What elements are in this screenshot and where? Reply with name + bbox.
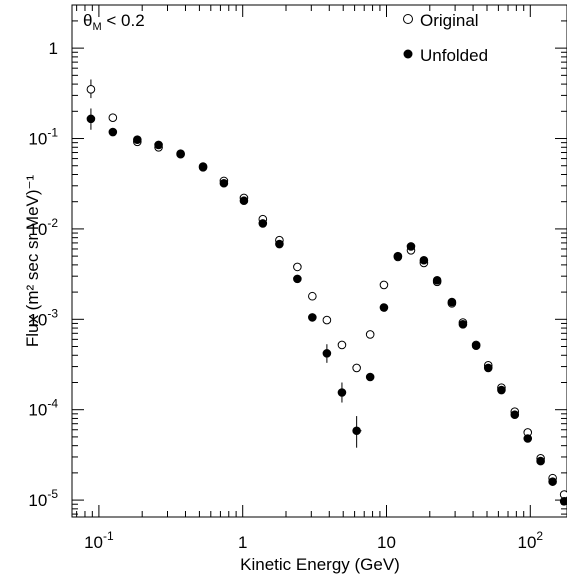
unfolded-point <box>322 349 332 358</box>
y-tick-label: 1 <box>49 39 58 58</box>
unfolded-point <box>293 274 302 284</box>
unfolded-point <box>154 140 163 150</box>
unfolded-point <box>523 434 533 443</box>
unfolded-point <box>559 496 567 506</box>
unfolded-point <box>133 135 142 145</box>
original-point <box>337 340 347 350</box>
y-axis-label: Flux (m² sec sr MeV)⁻¹ <box>23 174 42 347</box>
unfolded-point <box>308 313 317 322</box>
y-tick-label: 10-4 <box>28 397 58 420</box>
unfolded-point <box>406 242 416 251</box>
unfolded-point <box>497 385 506 395</box>
y-tick-label: 10-5 <box>28 487 58 510</box>
legend: Original Unfolded <box>403 11 488 65</box>
x-axis-label: Kinetic Energy (GeV) <box>240 555 400 574</box>
original-point <box>379 280 389 290</box>
unfolded-point <box>379 303 389 312</box>
unfolded-point <box>258 219 268 228</box>
plot-frame <box>71 4 567 518</box>
unfolded-point <box>548 477 557 486</box>
unfolded-point <box>419 255 429 265</box>
unfolded-point <box>86 114 96 124</box>
original-point <box>108 113 118 122</box>
unfolded-point <box>471 341 481 351</box>
original-point <box>293 262 302 272</box>
data-points <box>86 79 567 506</box>
unfolded-point <box>198 162 208 171</box>
x-tick-label: 102 <box>517 529 543 552</box>
tick-labels: 10-1 1 10 102 1 10-1 10-2 10-3 10-4 10-5 <box>28 39 543 552</box>
unfolded-point <box>337 388 347 397</box>
axis-ticks <box>72 4 567 517</box>
original-point <box>322 315 332 325</box>
y-tick-label: 10-2 <box>28 216 58 239</box>
unfolded-point <box>483 363 493 373</box>
unfolded-point <box>393 251 403 261</box>
y-tick-label: 10-1 <box>28 126 58 149</box>
unfolded-point <box>365 372 375 382</box>
unfolded-point <box>458 320 468 329</box>
annotation-theta: θM < 0.2 <box>83 11 145 33</box>
legend-original-label: Original <box>420 11 479 30</box>
original-point <box>352 363 361 373</box>
original-point <box>365 330 375 339</box>
legend-original-marker <box>403 14 413 24</box>
legend-unfolded-label: Unfolded <box>420 46 488 65</box>
unfolded-point <box>176 149 185 158</box>
unfolded-point <box>432 276 442 285</box>
unfolded-point <box>352 426 361 436</box>
unfolded-point <box>239 196 249 206</box>
x-tick-label: 10 <box>377 533 396 552</box>
x-tick-label: 10-1 <box>84 529 114 552</box>
unfolded-point <box>536 456 545 466</box>
unfolded-point <box>447 297 457 307</box>
x-tick-label: 1 <box>238 533 247 552</box>
y-tick-label: 10-3 <box>28 306 58 329</box>
legend-unfolded-marker <box>403 49 413 59</box>
original-point <box>86 85 96 94</box>
original-point <box>308 291 317 301</box>
unfolded-point <box>108 127 118 137</box>
unfolded-point <box>275 239 284 249</box>
unfolded-point <box>219 178 229 188</box>
unfolded-point <box>510 410 520 420</box>
